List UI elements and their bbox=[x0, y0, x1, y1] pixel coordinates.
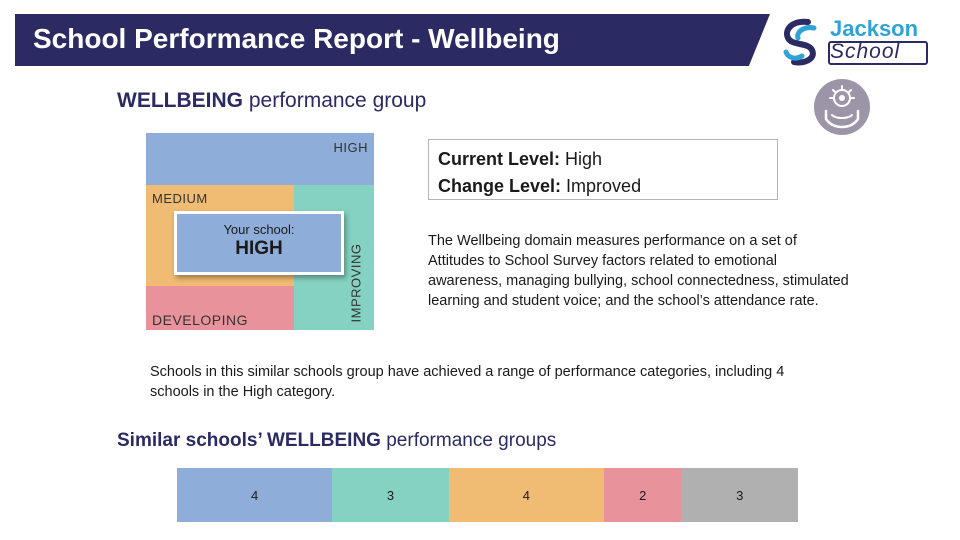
matrix-cell-developing: DEVELOPING bbox=[146, 286, 294, 330]
matrix-label-medium: MEDIUM bbox=[152, 191, 208, 206]
similar-heading-rest: performance groups bbox=[386, 430, 557, 451]
bar-segment: 4 bbox=[177, 468, 333, 522]
matrix-label-high: HIGH bbox=[333, 140, 368, 155]
your-school-label: Your school: bbox=[223, 222, 295, 237]
logo-text-jackson: Jackson bbox=[830, 16, 919, 41]
your-school-card: Your school: HIGH bbox=[174, 211, 344, 275]
domain-description: The Wellbeing domain measures performanc… bbox=[428, 233, 849, 309]
level-summary-box: Current Level: High Change Level: Improv… bbox=[428, 139, 778, 200]
logo-text-school: School bbox=[830, 40, 901, 63]
hands-gear-icon bbox=[814, 79, 870, 135]
header-banner: School Performance Report - Wellbeing bbox=[15, 14, 770, 66]
performance-matrix: HIGH MEDIUM DEVELOPING IMPROVING Your sc… bbox=[146, 133, 374, 330]
section-heading-bold: WELLBEING bbox=[117, 89, 243, 112]
current-level-row: Current Level: High bbox=[438, 146, 777, 173]
bar-segment: 2 bbox=[603, 468, 682, 522]
page-title: School Performance Report - Wellbeing bbox=[33, 23, 560, 54]
your-school-value: HIGH bbox=[235, 238, 283, 259]
current-level-label: Current Level: bbox=[438, 149, 561, 169]
similar-heading-bold: Similar schools’ WELLBEING bbox=[117, 430, 381, 451]
bar-segment: 3 bbox=[681, 468, 798, 522]
similar-schools-note: Schools in this similar schools group ha… bbox=[150, 364, 785, 400]
change-level-value: Improved bbox=[566, 176, 642, 196]
logo-text-frame bbox=[828, 41, 928, 65]
matrix-label-developing: DEVELOPING bbox=[152, 312, 249, 328]
similar-schools-heading: Similar schools’ WELLBEING performance g… bbox=[117, 430, 556, 452]
matrix-label-improving: IMPROVING bbox=[348, 243, 364, 323]
matrix-cell-high: HIGH bbox=[146, 133, 374, 185]
current-level-value: High bbox=[565, 149, 603, 169]
bar-segment: 4 bbox=[448, 468, 604, 522]
section-heading: WELLBEING performance group bbox=[117, 89, 426, 113]
change-level-label: Change Level: bbox=[438, 176, 562, 196]
change-level-row: Change Level: Improved bbox=[438, 173, 777, 200]
bar-segment: 3 bbox=[332, 468, 449, 522]
logo-swirl-icon bbox=[783, 18, 817, 66]
section-heading-rest: performance group bbox=[248, 89, 427, 112]
school-logo: Jackson School bbox=[778, 16, 938, 66]
